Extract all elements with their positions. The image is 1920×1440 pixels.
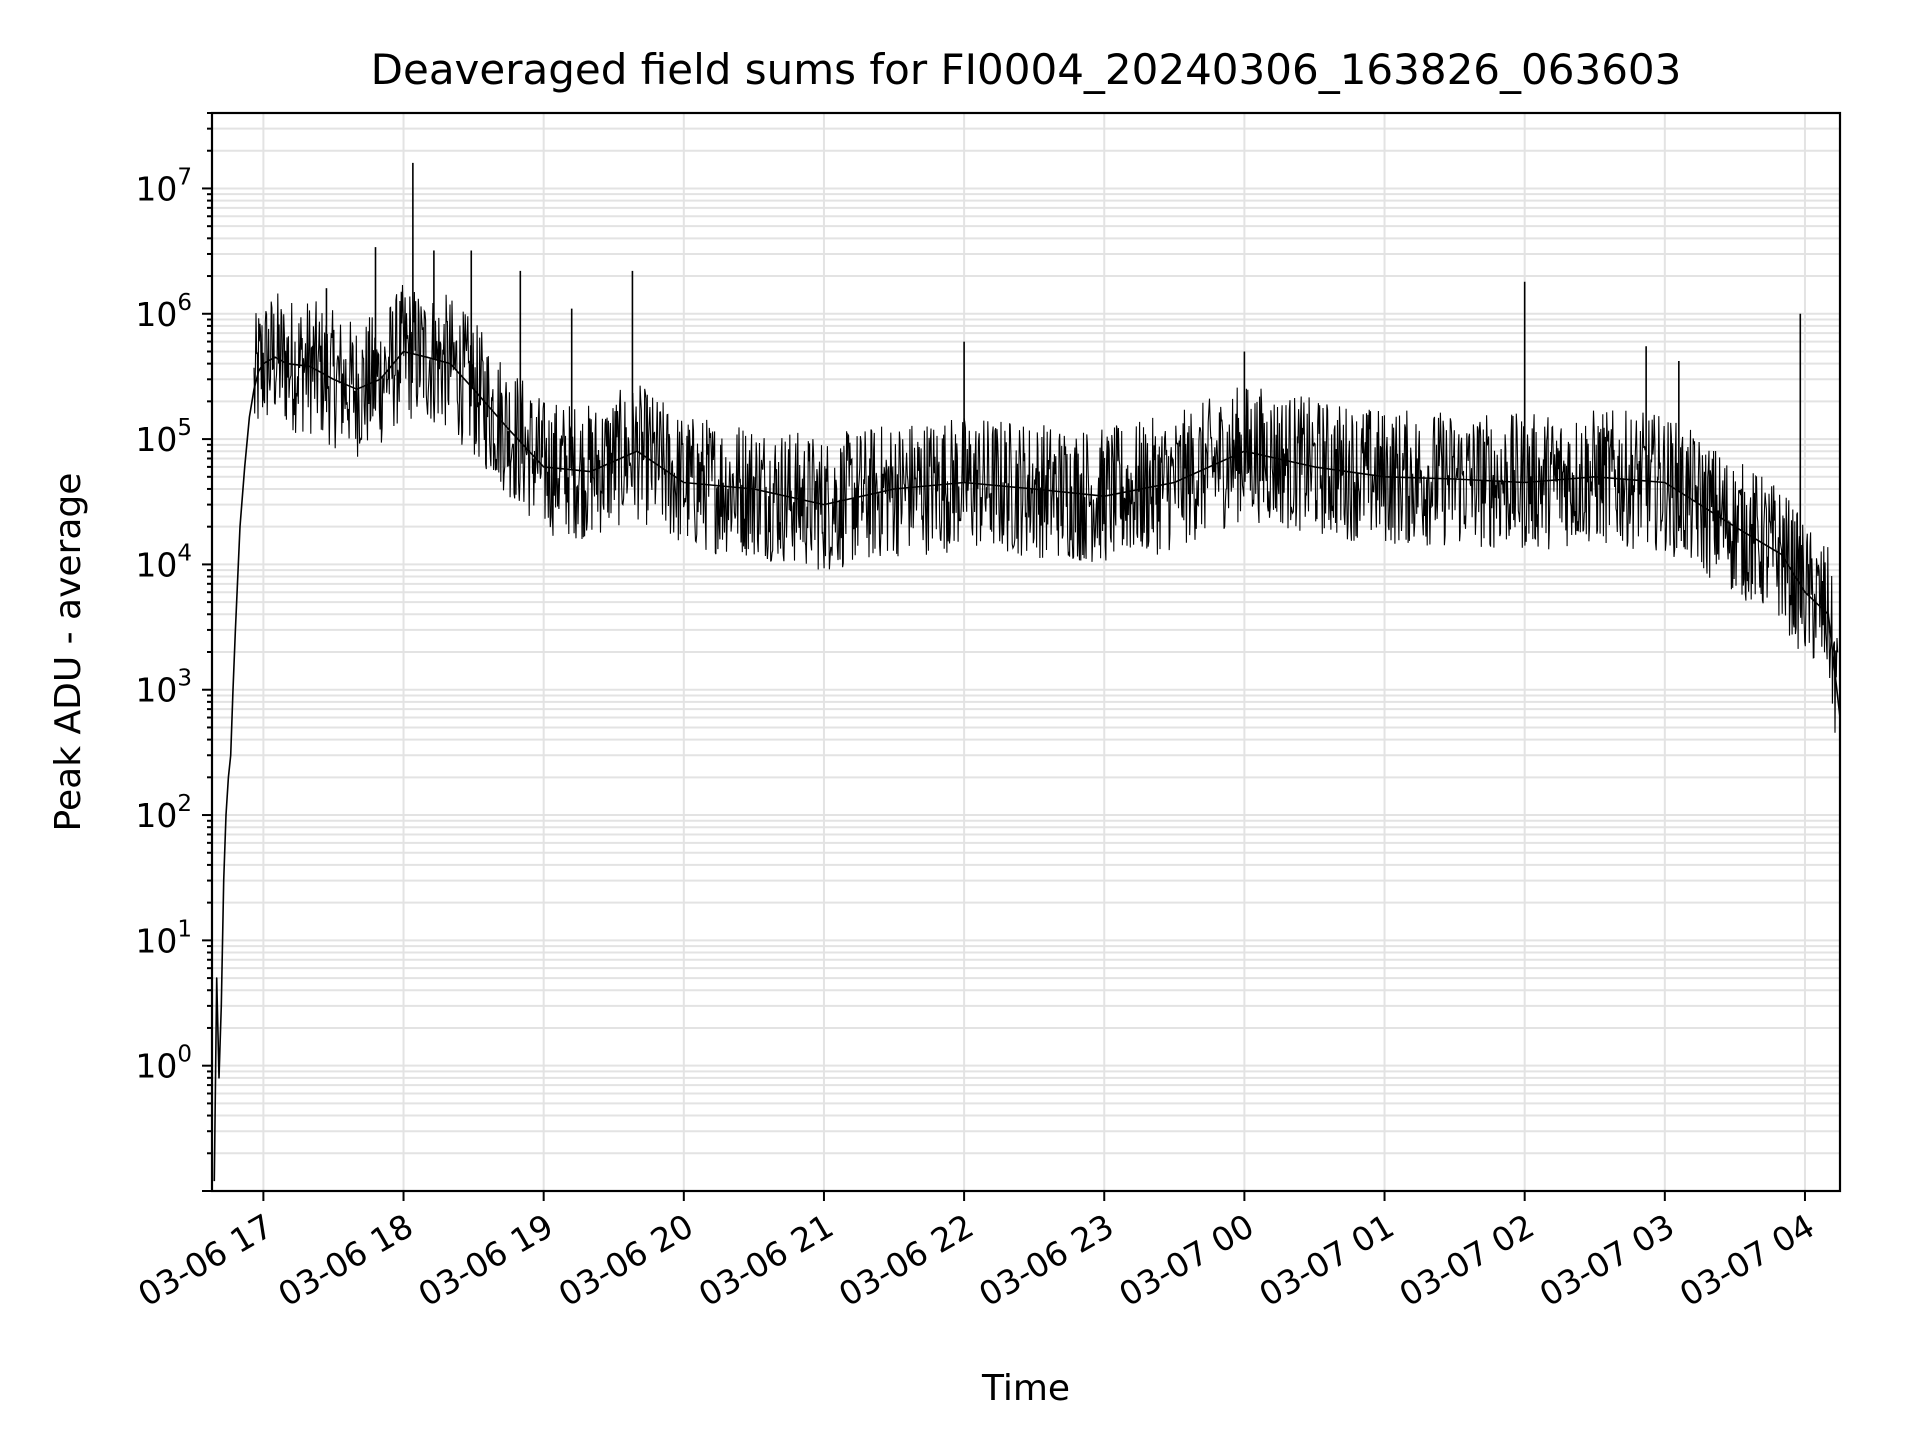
y-tick-label: 100: [135, 1042, 192, 1086]
spikes: [325, 162, 1802, 585]
chart-title: Deaveraged field sums for FI0004_2024030…: [371, 45, 1682, 94]
noise-trace: [253, 284, 1839, 733]
y-tick-label: 107: [135, 164, 192, 208]
x-axis-label: Time: [981, 1368, 1070, 1409]
y-tick-label: 106: [135, 290, 192, 334]
y-axis-ticks: 100 101 102 103 104 105 106 107: [135, 112, 212, 1192]
y-tick-label: 104: [135, 540, 192, 584]
noise-band: [253, 284, 1839, 733]
y-tick-label: 101: [135, 916, 192, 960]
y-tick-label: 102: [135, 791, 192, 835]
y-axis-label: Peak ADU - average: [48, 473, 89, 832]
y-tick-label: 103: [135, 666, 192, 710]
y-tick-label: 105: [135, 415, 192, 459]
